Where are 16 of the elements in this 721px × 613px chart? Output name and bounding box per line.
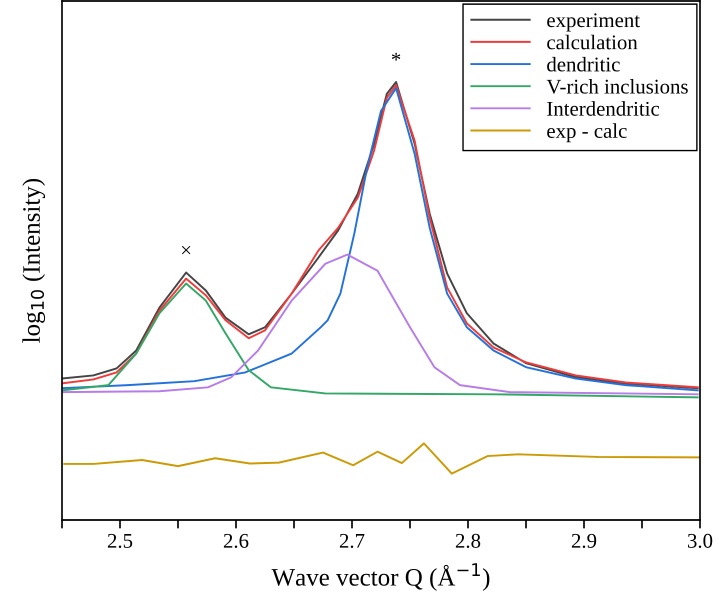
legend-label: dendritic xyxy=(547,56,620,72)
x-tick-label: 2.6 xyxy=(224,534,248,548)
legend-label: experiment xyxy=(547,13,640,32)
legend-label: V-rich inclusions xyxy=(546,79,688,94)
x-tick-label: 2.8 xyxy=(456,534,480,548)
annotation: * xyxy=(392,52,400,60)
annotation: × xyxy=(182,246,190,254)
x-tick-label: 2.7 xyxy=(340,534,364,548)
legend-label: exp - calc xyxy=(547,123,627,142)
x-tick-label: 3.0 xyxy=(688,534,712,548)
x-tick-label: 2.9 xyxy=(572,534,596,548)
x-tick-label: 2.5 xyxy=(108,534,132,548)
legend-label: calculation xyxy=(547,34,638,50)
y-axis-title: log$_{10}$ (Intensity) xyxy=(22,178,46,343)
x-axis-title: Wave vector Q (Å$^{−1}$) xyxy=(272,563,490,591)
legend-label: Interdendritic xyxy=(547,101,660,116)
